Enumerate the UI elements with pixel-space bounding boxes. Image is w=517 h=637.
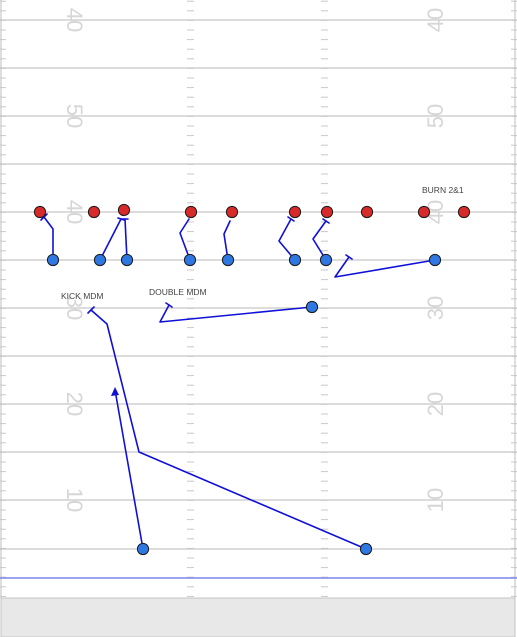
- offense-player-icon: [288, 253, 302, 267]
- yard-number-right: 40: [423, 8, 448, 32]
- offense-player-icon: [46, 253, 60, 267]
- play-label-kick: KICK MDM: [61, 291, 104, 301]
- yard-number-left: 40: [62, 200, 87, 224]
- yard-number-right: 20: [423, 392, 448, 416]
- arrowhead-icon: [111, 387, 119, 396]
- bottom-panel: [0, 597, 516, 637]
- yard-number-left: 10: [62, 488, 87, 512]
- hash-marks: [0, 0, 517, 597]
- route-line: [43, 216, 54, 261]
- yard-lines: [0, 19, 517, 550]
- route-line: [312, 220, 327, 261]
- offense-player-icon: [183, 253, 197, 267]
- defense-player-icon: [87, 205, 101, 219]
- offense-player-icon: [319, 253, 333, 267]
- defense-player-icon: [288, 205, 302, 219]
- yard-number-left: 50: [62, 104, 87, 128]
- route-line: [159, 304, 313, 323]
- yard-number-left: 20: [62, 392, 87, 416]
- yard-number-right: 10: [423, 488, 448, 512]
- defense-player-icon: [417, 205, 431, 219]
- offense-player-icon: [93, 253, 107, 267]
- offense-player-icon: [120, 253, 134, 267]
- route-line: [278, 218, 296, 261]
- offense-players: [46, 253, 442, 556]
- yard-number-right: 50: [423, 104, 448, 128]
- routes: [40, 213, 436, 550]
- offense-player-icon: [221, 253, 235, 267]
- defense-player-icon: [33, 205, 47, 219]
- defense-players: [33, 203, 471, 219]
- t-block-icon: [87, 306, 95, 314]
- t-block-icon: [287, 216, 295, 222]
- offense-player-icon: [428, 253, 442, 267]
- yard-number-right: 30: [423, 296, 448, 320]
- t-block-icon: [40, 213, 48, 221]
- route-line: [114, 389, 144, 550]
- defense-player-icon: [320, 205, 334, 219]
- offense-player-icon: [359, 542, 373, 556]
- route-line: [223, 220, 231, 261]
- route-line: [90, 309, 367, 550]
- t-block-icon: [345, 254, 353, 260]
- yard-number-left: 40: [62, 8, 87, 32]
- route-line: [179, 218, 191, 261]
- route-line: [334, 256, 436, 278]
- offense-player-icon: [136, 542, 150, 556]
- route-line: [99, 218, 122, 261]
- play-label-double: DOUBLE MDM: [149, 287, 207, 297]
- defense-player-icon: [360, 205, 374, 219]
- yard-number-left: 30: [62, 296, 87, 320]
- defense-player-icon: [225, 205, 239, 219]
- t-block-icon: [322, 218, 330, 224]
- offense-player-icon: [305, 300, 319, 314]
- yard-numbers: 40 40 50 50 40 40 30 30 20 20 10 10: [62, 8, 448, 512]
- play-label-burn: BURN 2&1: [422, 185, 464, 195]
- route-line: [124, 218, 128, 261]
- defense-player-icon: [457, 205, 471, 219]
- defense-player-icon: [117, 203, 131, 217]
- t-block-icon: [165, 302, 173, 308]
- defense-player-icon: [184, 205, 198, 219]
